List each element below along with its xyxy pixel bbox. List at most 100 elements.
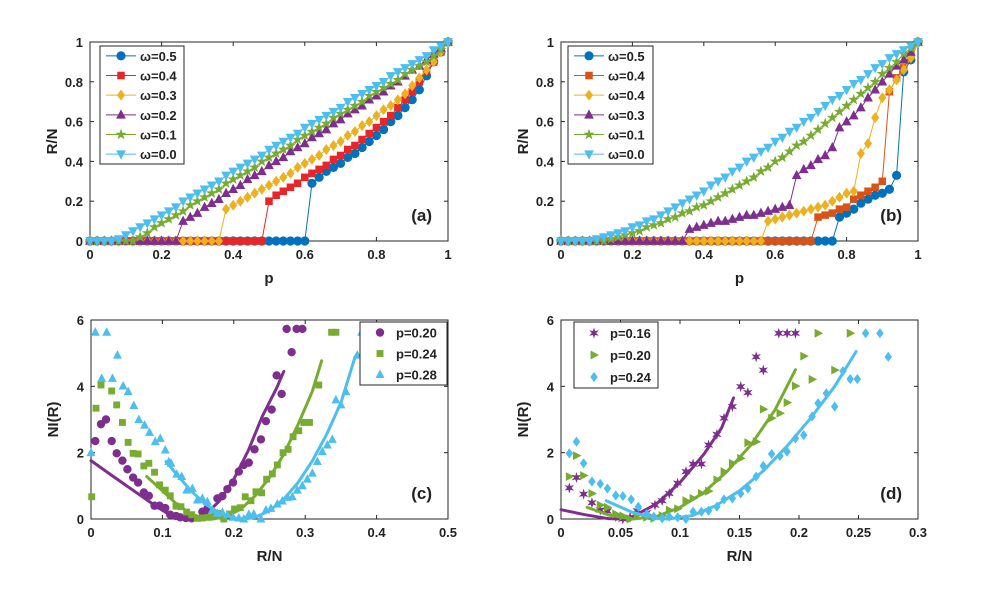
x-tick-label: 0.1 (153, 525, 171, 540)
legend: p=0.16 p=0.20 p=0.24 (573, 321, 659, 389)
data-point (385, 72, 396, 82)
data-point (596, 478, 604, 489)
data-point (842, 187, 851, 199)
data-point (406, 64, 418, 75)
data-point (350, 148, 360, 159)
legend-label: p=0.24 (396, 347, 438, 362)
data-point (234, 169, 246, 181)
data-point (648, 219, 660, 230)
data-point (770, 203, 781, 213)
data-point (134, 450, 142, 458)
data-point (249, 169, 260, 180)
fit-curve (559, 396, 736, 521)
data-point (744, 438, 753, 448)
data-point (92, 237, 103, 247)
data-point (108, 387, 116, 395)
data-point (343, 145, 352, 154)
data-point (596, 500, 606, 510)
data-point (846, 373, 854, 385)
legend-marker (115, 128, 127, 140)
data-point (577, 237, 588, 247)
legend-marker (585, 71, 593, 80)
data-point (142, 235, 153, 245)
x-tick-label: 0.2 (790, 525, 808, 540)
data-point (408, 80, 417, 92)
data-point (113, 235, 124, 245)
data-point (892, 74, 901, 86)
panel-b: 0 0.2 0.4 0.6 0.8 1 0 0.2 0.4 0.6 0.8 1 p R/N (b) ω=0.5… (515, 35, 924, 287)
data-point (371, 82, 382, 92)
x-tick-label: 0 (557, 525, 564, 540)
data-point (400, 88, 410, 100)
data-point (329, 139, 338, 151)
legend-label: ω=0.4 (140, 69, 177, 84)
data-point (128, 227, 138, 237)
data-point (321, 111, 332, 122)
data-point (267, 405, 276, 414)
legend-marker (117, 71, 125, 80)
data-point (734, 211, 745, 221)
data-point (565, 472, 575, 482)
data-point (250, 445, 259, 454)
data-point (313, 121, 325, 133)
data-point (371, 130, 381, 141)
data-point (243, 191, 252, 203)
y-tick-label: 0 (76, 234, 83, 249)
data-point (855, 87, 867, 99)
data-point (271, 155, 282, 166)
data-point (349, 99, 361, 111)
data-point (270, 147, 282, 159)
series-ω=0.1 (555, 36, 924, 246)
data-point (220, 177, 232, 188)
data-point (579, 458, 588, 469)
data-point (595, 504, 606, 516)
data-point (606, 231, 616, 241)
data-point (820, 101, 831, 112)
data-point (393, 68, 403, 78)
data-point (748, 171, 760, 183)
x-tick-label: 0.5 (439, 525, 457, 540)
data-point (242, 173, 253, 184)
data-point (764, 237, 772, 245)
data-point (342, 97, 353, 108)
data-point (385, 77, 397, 89)
data-point (841, 86, 852, 96)
legend-label: ω=0.3 (608, 108, 645, 123)
data-point (414, 56, 425, 66)
data-point (112, 350, 122, 359)
legend-marker (116, 150, 126, 160)
data-point (691, 191, 702, 201)
data-point (257, 183, 266, 195)
legend-marker (583, 128, 595, 140)
data-point (884, 184, 895, 194)
data-point (142, 219, 153, 229)
data-point (863, 70, 873, 80)
data-point (343, 130, 352, 142)
data-point (626, 227, 638, 238)
data-point (848, 110, 859, 120)
data-point (421, 52, 432, 62)
data-point (883, 62, 895, 73)
data-point (286, 167, 295, 179)
x-axis-label: R/N (257, 548, 283, 565)
legend-label: ω=0.3 (140, 88, 177, 103)
data-point (846, 328, 856, 338)
data-point (741, 175, 753, 186)
data-point (101, 415, 111, 424)
legend-marker (584, 150, 594, 160)
fit-curve (585, 368, 797, 521)
data-point (214, 235, 223, 247)
legend-label: ω=0.5 (140, 49, 177, 64)
data-point (655, 217, 667, 228)
data-point (790, 327, 801, 339)
data-point (192, 207, 203, 217)
data-point (129, 400, 139, 410)
data-point (307, 178, 317, 188)
fit-curve (164, 354, 357, 521)
data-point (819, 117, 831, 129)
data-point (905, 42, 916, 52)
data-point (587, 497, 597, 509)
data-point (876, 328, 884, 339)
data-point (913, 38, 923, 48)
data-point (91, 436, 100, 446)
